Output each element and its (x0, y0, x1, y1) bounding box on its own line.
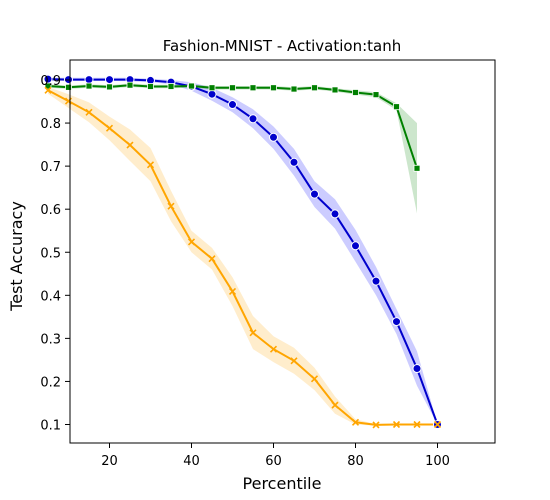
series-2-point (269, 345, 278, 353)
series-1-point (311, 84, 318, 92)
series-1-point (65, 83, 72, 91)
x-tick-label: 20 (101, 454, 118, 469)
series-1-point (413, 164, 421, 172)
series-2-point (126, 141, 134, 149)
series-2-point (187, 238, 196, 246)
series-2-point (146, 161, 155, 169)
series-1-point (85, 82, 93, 90)
series-2-point (85, 108, 93, 116)
series-1-point (106, 83, 113, 91)
series-1-point (167, 83, 175, 90)
series-1-point (126, 81, 134, 89)
x-tick-label: 100 (425, 454, 450, 469)
series-2-point (290, 357, 298, 365)
series-2-point (167, 202, 175, 210)
chart-title: Fashion-MNIST - Activation:tanh (163, 37, 401, 55)
series-markers (43, 74, 442, 429)
y-tick-label: 0.6 (40, 203, 61, 218)
y-tick-label: 0.3 (40, 332, 61, 347)
series-2-point (392, 420, 401, 429)
series-0-point (330, 209, 340, 219)
series-2-point (433, 420, 442, 429)
y-tick-label: 0.7 (40, 160, 61, 175)
y-tick-label: 0.5 (40, 246, 61, 261)
series-0-point (228, 100, 237, 110)
series-0-point (207, 89, 217, 99)
y-axis-ticks: 0.1 0.2 0.3 0.4 0.5 0.6 0.7 0.8 0.9 (40, 74, 70, 434)
series-1-point (372, 91, 380, 99)
series-2-point (331, 401, 339, 409)
confidence-bands (48, 77, 438, 426)
series-2-point (208, 255, 216, 263)
y-tick-label: 0.4 (40, 289, 61, 304)
series-0-point (392, 317, 401, 327)
series-2-point (413, 420, 421, 429)
y-tick-label: 0.1 (40, 419, 61, 434)
series-1-point (188, 82, 195, 90)
series-2-point (310, 375, 319, 383)
series-2-line (47, 89, 438, 426)
series-1-point (270, 84, 277, 92)
series-1-point (249, 84, 257, 92)
y-tick-label: 0.9 (40, 74, 61, 89)
y-axis-label: Test Accuracy (7, 201, 26, 312)
plot-frame (69, 59, 496, 444)
y-tick-label: 0.8 (40, 117, 61, 132)
series-2-band (48, 86, 438, 426)
y-tick-label: 0.2 (40, 375, 61, 390)
series-2-point (105, 124, 114, 132)
x-axis-ticks: 20 40 60 80 100 (101, 443, 450, 469)
series-2-point (44, 86, 52, 94)
series-1-point (229, 84, 236, 92)
series-0-point (269, 132, 278, 142)
series-1-point (147, 83, 154, 90)
series-0-point (289, 157, 299, 167)
series-0-point (310, 189, 319, 199)
x-tick-label: 60 (265, 454, 282, 469)
series-1-point (208, 84, 216, 92)
series-0-point (248, 114, 258, 124)
series-0-point (84, 75, 94, 85)
series-0-point (351, 241, 360, 251)
series-0-point (412, 364, 422, 374)
series-1-point (352, 89, 359, 96)
x-tick-label: 80 (347, 454, 364, 469)
series-0-point (105, 75, 114, 85)
series-2-point (372, 421, 380, 429)
series-1-point (44, 82, 52, 90)
series-1-point (331, 86, 339, 94)
series-1-point (290, 85, 298, 93)
x-tick-label: 40 (183, 454, 200, 469)
series-1-point (393, 103, 400, 111)
x-axis-label: Percentile (243, 474, 322, 493)
series-0-point (371, 276, 381, 286)
series-2-point (351, 418, 360, 426)
series-2-point (228, 287, 237, 296)
series-2-point (249, 329, 257, 337)
